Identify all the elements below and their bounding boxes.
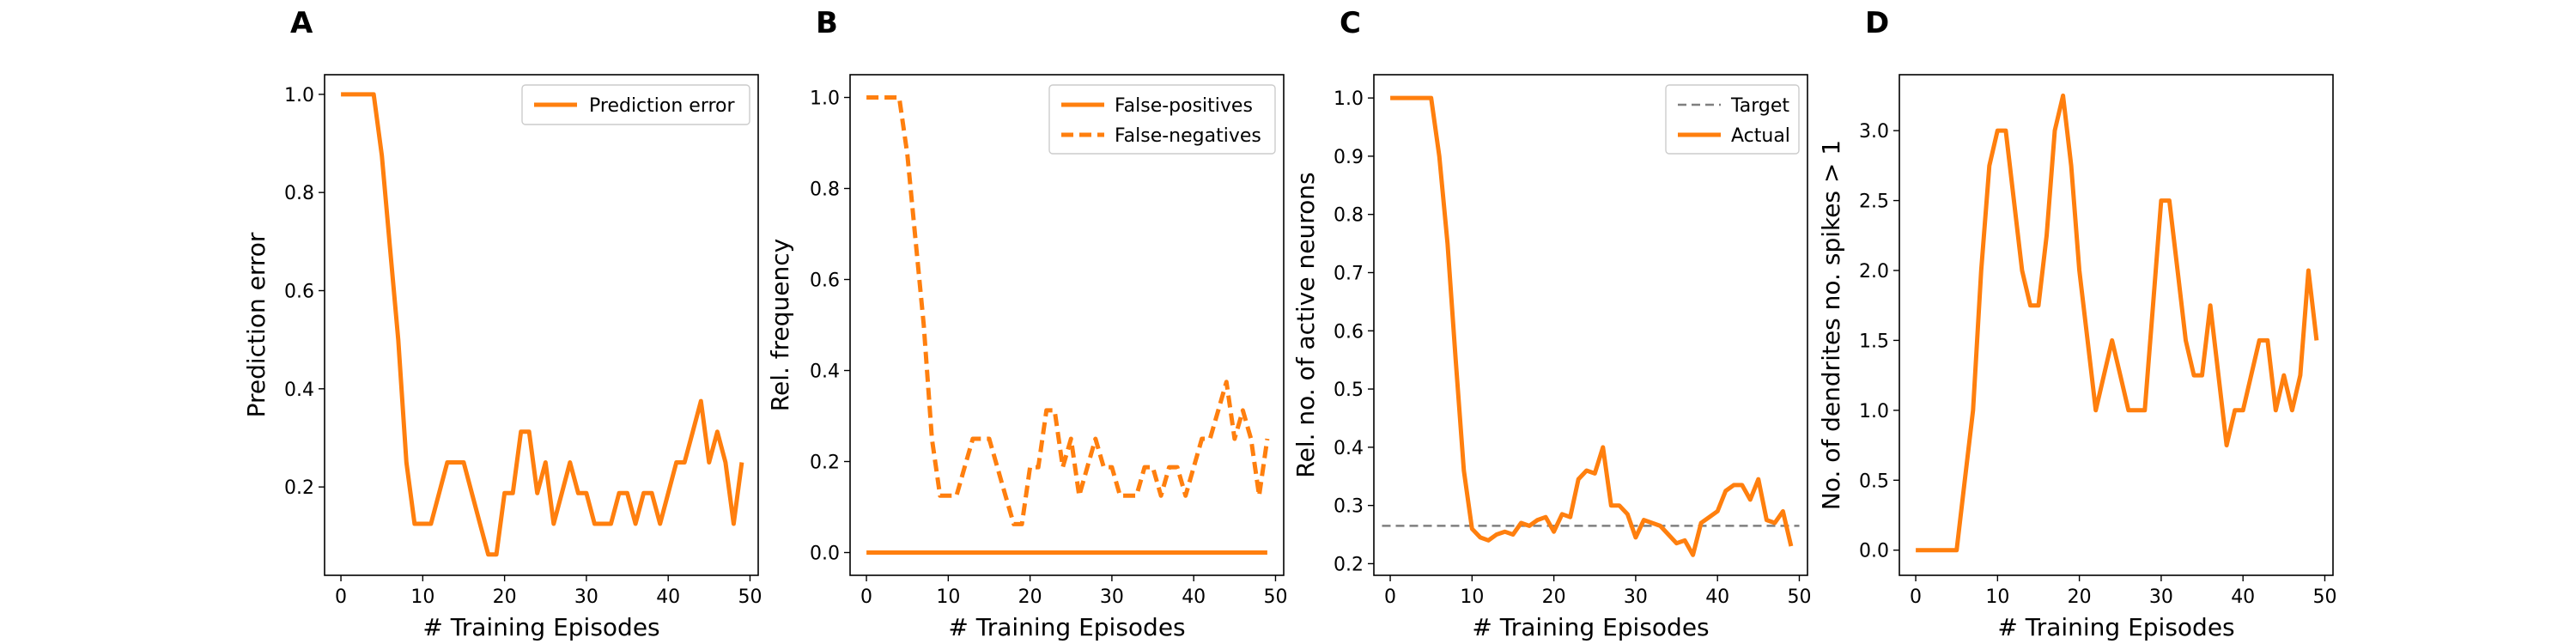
legend-label-prediction-error: Prediction error xyxy=(589,95,735,117)
plot-area-d: 0 10 20 30 40 50 0.0 0.5 1.0 1.5 2.0 2.5 3.0 xyxy=(1859,93,2336,608)
x-tick-label-d-30: 30 xyxy=(2149,586,2173,608)
y-tick-label-c-3: 0.5 xyxy=(1334,380,1364,401)
x-tick-label-d-10: 10 xyxy=(1985,586,2009,608)
plot-frame-d xyxy=(1899,74,2334,576)
x-tick-label-a-20: 20 xyxy=(493,586,517,608)
y-tick-label-a-2: 0.6 xyxy=(284,281,314,302)
x-tick-label-a-40: 40 xyxy=(656,586,680,608)
y-tick-label-c-8: 1.0 xyxy=(1334,88,1364,110)
legend-a: Prediction error xyxy=(521,84,750,125)
y-tick-label-d-3: 1.5 xyxy=(1859,331,1889,352)
y-tick-label-b-3: 0.6 xyxy=(810,270,840,292)
y-tick-label-c-5: 0.7 xyxy=(1334,263,1364,284)
x-tick-label-b-50: 50 xyxy=(1263,586,1287,608)
x-tick-label-c-40: 40 xyxy=(1705,586,1729,608)
x-tick-label-a-10: 10 xyxy=(410,586,434,608)
x-axis-title-c: # Training Episodes xyxy=(1472,613,1709,641)
panel-c: C 0 10 20 30 40 50 0.2 0.3 0.4 0.5 0.6 0.7 0.8 0.9 1.0… xyxy=(1291,6,1811,641)
y-tick-label-c-2: 0.4 xyxy=(1334,438,1364,459)
x-tick-label-a-0: 0 xyxy=(335,586,347,608)
x-tick-label-b-40: 40 xyxy=(1182,586,1206,608)
y-tick-label-a-4: 1.0 xyxy=(284,85,314,106)
panel-label-b: B xyxy=(816,6,838,40)
plot-frame-c xyxy=(1373,74,1808,576)
y-tick-label-b-5: 1.0 xyxy=(810,88,840,110)
x-tick-label-a-30: 30 xyxy=(574,586,598,608)
y-tick-label-d-1: 0.5 xyxy=(1859,471,1889,492)
y-axis-title-d: No. of dendrites no. spikes > 1 xyxy=(1817,140,1845,510)
x-tick-label-c-0: 0 xyxy=(1384,586,1396,608)
y-tick-label-b-1: 0.2 xyxy=(810,453,840,474)
series-line-d-dendrites xyxy=(1916,93,2319,553)
legend-label-false-negatives: False-negatives xyxy=(1115,125,1261,147)
x-tick-label-d-20: 20 xyxy=(2068,586,2092,608)
x-axis-title-a: # Training Episodes xyxy=(422,613,659,641)
x-tick-label-b-20: 20 xyxy=(1018,586,1042,608)
x-tick-label-c-10: 10 xyxy=(1460,586,1484,608)
plot-frame-a xyxy=(324,74,759,576)
y-tick-label-d-6: 3.0 xyxy=(1859,121,1889,143)
plot-area-a: 0 10 20 30 40 50 0.2 0.4 0.6 0.8 1.0 xyxy=(284,85,762,608)
y-tick-label-a-3: 0.8 xyxy=(284,183,314,204)
plot-area-c: 0 10 20 30 40 50 0.2 0.3 0.4 0.5 0.6 0.7 0.8 0.9 1.0 xyxy=(1334,88,1811,608)
legend-label-false-positives: False-positives xyxy=(1115,95,1253,117)
y-tick-label-d-5: 2.5 xyxy=(1859,191,1889,213)
legend-b: False-positives False-negatives xyxy=(1048,84,1276,155)
y-tick-label-a-1: 0.4 xyxy=(284,380,314,401)
panel-label-c: C xyxy=(1340,6,1361,40)
panel-a: A 0 10 20 30 40 50 0.2 0.4 0.6 0.8 1.0 # Training … xyxy=(242,6,762,641)
x-tick-label-b-30: 30 xyxy=(1100,586,1124,608)
y-tick-label-a-0: 0.2 xyxy=(284,477,314,499)
x-tick-label-a-50: 50 xyxy=(738,586,762,608)
panel-b: B 0 10 20 30 40 50 0.0 0.2 0.4 0.6 0.8 1.0 # Traini… xyxy=(766,6,1287,641)
panel-d: D 0 10 20 30 40 50 0.0 0.5 1.0 1.5 2.0 2.5 3.0 # Tra… xyxy=(1817,6,2336,641)
plot-area-b: 0 10 20 30 40 50 0.0 0.2 0.4 0.6 0.8 1.0 xyxy=(810,88,1287,609)
series-line-b-false-negatives xyxy=(866,95,1270,526)
y-tick-label-c-7: 0.9 xyxy=(1334,147,1364,168)
x-tick-label-c-50: 50 xyxy=(1787,586,1811,608)
series-line-a-prediction-error xyxy=(341,92,744,557)
legend-label-actual: Actual xyxy=(1731,125,1790,147)
panel-label-d: D xyxy=(1865,6,1889,40)
y-tick-label-c-1: 0.3 xyxy=(1334,496,1364,518)
y-tick-label-d-0: 0.0 xyxy=(1859,541,1889,562)
y-tick-label-d-4: 2.0 xyxy=(1859,261,1889,283)
y-tick-label-c-6: 0.8 xyxy=(1334,205,1364,227)
x-axis-title-d: # Training Episodes xyxy=(1997,613,2234,641)
legend-c: Target Actual xyxy=(1665,84,1800,155)
panel-label-a: A xyxy=(290,6,313,40)
x-axis-title-b: # Training Episodes xyxy=(948,613,1185,641)
y-axis-title-a: Prediction error xyxy=(242,232,270,417)
x-tick-label-b-0: 0 xyxy=(860,586,872,608)
x-tick-label-d-0: 0 xyxy=(1910,586,1922,608)
plot-frame-b xyxy=(849,74,1285,576)
legend-label-target: Target xyxy=(1730,95,1789,117)
y-axis-title-b: Rel. frequency xyxy=(766,239,794,411)
y-tick-label-b-4: 0.8 xyxy=(810,179,840,201)
y-tick-label-d-2: 1.0 xyxy=(1859,401,1889,422)
x-tick-label-c-30: 30 xyxy=(1624,586,1648,608)
y-tick-label-c-0: 0.2 xyxy=(1334,554,1364,575)
y-tick-label-b-0: 0.0 xyxy=(810,544,840,565)
y-tick-label-c-4: 0.6 xyxy=(1334,321,1364,343)
x-tick-label-d-40: 40 xyxy=(2231,586,2255,608)
x-tick-label-d-50: 50 xyxy=(2312,586,2336,608)
x-tick-label-c-20: 20 xyxy=(1542,586,1566,608)
x-tick-label-b-10: 10 xyxy=(936,586,960,608)
y-axis-title-c: Rel. no. of active neurons xyxy=(1291,172,1320,477)
series-line-c-actual xyxy=(1390,95,1794,557)
y-tick-label-b-2: 0.4 xyxy=(810,361,840,383)
